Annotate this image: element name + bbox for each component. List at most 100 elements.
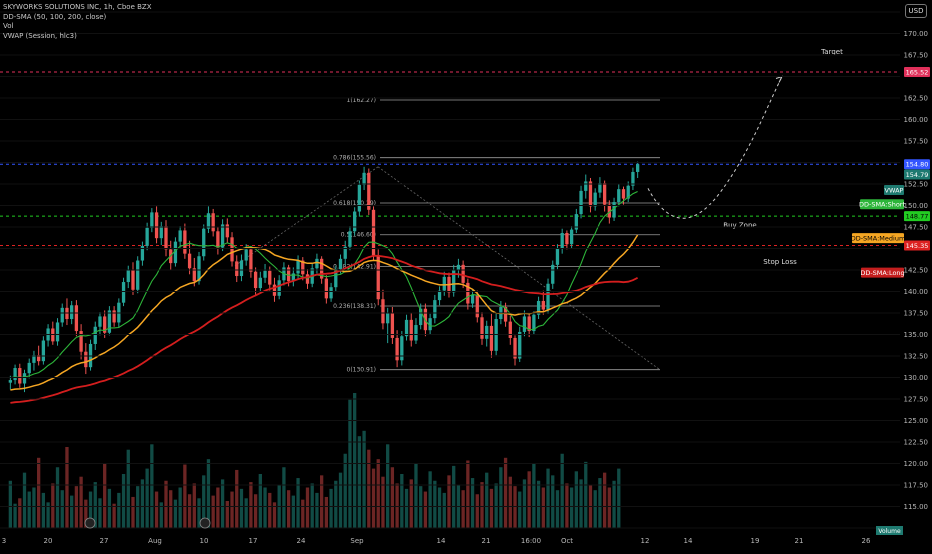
candle-body xyxy=(192,268,196,282)
volume-bar xyxy=(88,491,93,528)
x-tick-label: 16:00 xyxy=(521,537,541,545)
y-tick-label: 162.50 xyxy=(904,95,929,103)
candle-body xyxy=(480,317,484,339)
candle-body xyxy=(296,260,300,274)
volume-bar xyxy=(263,487,267,528)
close-label-box xyxy=(904,169,930,180)
volume-bar xyxy=(400,474,404,528)
candle-body xyxy=(555,248,560,265)
y-tick-label: 130.00 xyxy=(904,374,929,382)
volume-bar xyxy=(419,486,423,528)
candle-body xyxy=(428,318,432,331)
volume-bar xyxy=(503,457,508,528)
legend-sma[interactable]: DD-SMA (50, 100, 200, close) xyxy=(3,12,107,21)
volume-bar xyxy=(74,486,79,528)
volume-bar xyxy=(258,474,262,528)
legend-vwap[interactable]: VWAP (Session, hlc3) xyxy=(3,31,77,40)
volume-bar xyxy=(112,503,116,528)
volume-bar xyxy=(103,463,107,528)
sma-short-label-box xyxy=(860,199,904,210)
volume-bar xyxy=(447,475,451,528)
candle-body xyxy=(291,273,295,282)
candle-body xyxy=(400,336,404,361)
candle-body xyxy=(334,269,338,288)
volume-bar xyxy=(617,468,621,528)
candle-body xyxy=(386,313,390,324)
volume-bar xyxy=(70,495,74,528)
volume-bar xyxy=(140,479,145,528)
candle-body xyxy=(154,212,159,239)
fib-level-label: 0.236(138.31) xyxy=(333,303,376,310)
vwap-label-text: VWAP xyxy=(885,187,904,195)
candle-body xyxy=(513,337,517,359)
volume-bar xyxy=(126,449,130,528)
volume-bar xyxy=(216,487,220,528)
buy-zone-annotation: Buy Zone xyxy=(723,221,756,229)
legend-vol[interactable]: Vol xyxy=(3,22,14,30)
candle-body xyxy=(140,245,145,261)
candle-body xyxy=(371,209,376,256)
volume-bar xyxy=(296,478,300,528)
candle-body xyxy=(27,362,31,374)
volume-bar xyxy=(291,495,295,528)
candle-body xyxy=(423,308,428,331)
candle-body xyxy=(197,256,201,282)
candle-body xyxy=(235,261,239,277)
level-lines-layer xyxy=(0,71,900,246)
candle-body xyxy=(475,294,479,318)
candle-body xyxy=(617,189,621,203)
volume-bar xyxy=(343,453,347,528)
candle-body xyxy=(442,276,446,291)
y-tick-label: 135.00 xyxy=(904,331,929,339)
candle-body xyxy=(362,172,366,185)
candle-body xyxy=(272,284,277,296)
volume-bar xyxy=(225,501,229,528)
volume-bar xyxy=(395,483,399,528)
volume-bar xyxy=(371,468,376,528)
candle-body xyxy=(419,308,423,326)
volume-bar xyxy=(286,490,291,528)
volume-bar xyxy=(183,464,187,528)
volume-bar xyxy=(282,467,286,528)
buy-zone-label-box xyxy=(904,211,930,222)
volume-bar xyxy=(55,467,60,528)
volume-bar xyxy=(329,488,333,528)
candle-body xyxy=(551,264,555,284)
volume-bar xyxy=(612,480,616,528)
candle-body xyxy=(79,331,83,352)
volume-bar xyxy=(442,492,446,528)
volume-bar xyxy=(518,491,522,528)
candle-body xyxy=(626,185,630,199)
candle-body xyxy=(103,316,107,333)
volume-bar xyxy=(513,486,517,528)
candle-body xyxy=(452,270,456,293)
fibonacci-layer: 1(162.27) 0.786(155.56) 0.618(150.29) 0.5(1… xyxy=(234,97,661,374)
y-tick-label: 125.00 xyxy=(904,417,929,425)
candle-body xyxy=(239,260,244,277)
volume-bar xyxy=(301,499,305,528)
volume-bar xyxy=(569,487,574,528)
candle-body xyxy=(574,214,578,230)
currency-button[interactable]: USD xyxy=(905,4,927,18)
candle-body xyxy=(353,211,357,232)
y-tick-label: 147.50 xyxy=(904,224,929,232)
candle-body xyxy=(13,368,17,381)
volume-bar xyxy=(8,480,13,528)
candle-body xyxy=(485,325,489,339)
candle-body xyxy=(60,307,64,323)
volume-bar xyxy=(159,502,163,528)
volume-bar xyxy=(452,465,456,528)
volume-bar xyxy=(65,447,69,528)
candle-body xyxy=(598,183,602,193)
vwap-label-box xyxy=(884,185,904,196)
chart-title: SKYWORKS SOLUTIONS INC, 1h, Cboe BZX xyxy=(3,3,152,11)
candle-body xyxy=(584,181,588,191)
fib-level-label: 0.786(155.56) xyxy=(333,155,376,162)
volume-bar xyxy=(32,487,36,528)
trend-dashed-line xyxy=(234,166,379,267)
volume-bar xyxy=(338,472,343,528)
candle-body xyxy=(409,319,413,341)
x-tick-label: 17 xyxy=(249,537,258,545)
